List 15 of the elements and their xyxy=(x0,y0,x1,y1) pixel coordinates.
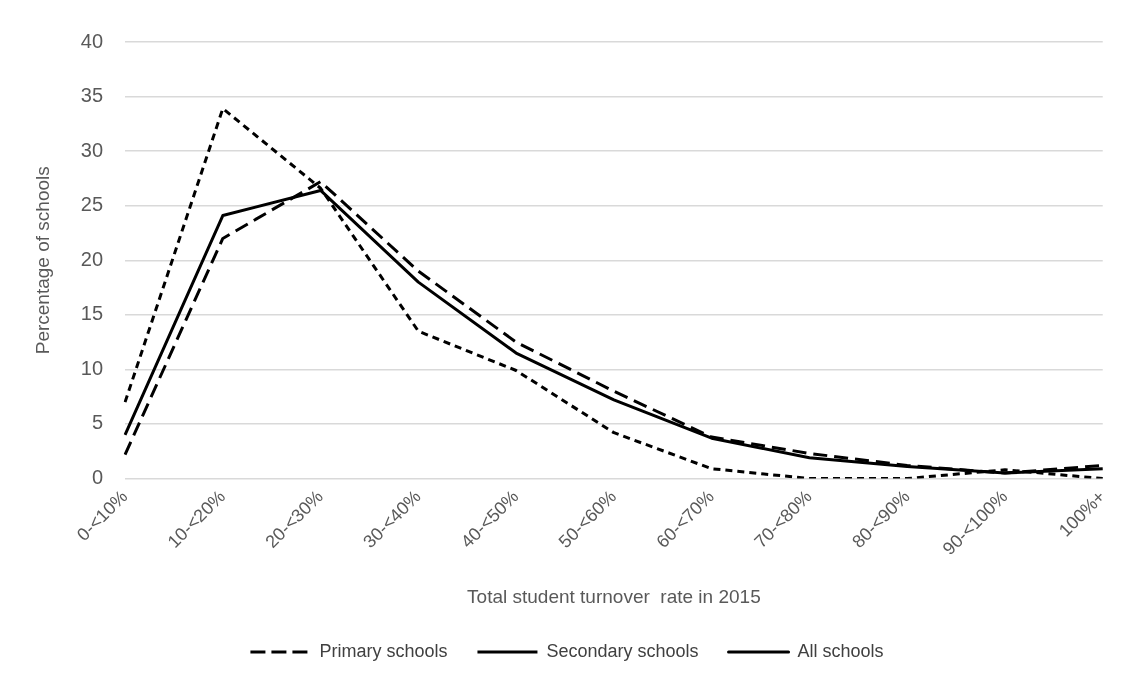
legend-label: Primary schools xyxy=(319,640,448,661)
y-tick-label: 35 xyxy=(80,84,104,107)
x-axis-title: Total student turnover rate in 2015 xyxy=(467,585,761,607)
legend-label: Secondary schools xyxy=(546,640,699,661)
y-tick-label: 5 xyxy=(91,411,104,434)
legend-label: All schools xyxy=(797,640,884,661)
y-axis-title: Percentage of schools xyxy=(31,166,53,355)
y-tick-label: 10 xyxy=(80,356,104,379)
y-tick-label: 30 xyxy=(80,138,104,161)
y-tick-label: 15 xyxy=(80,302,104,325)
y-tick-label: 25 xyxy=(80,193,104,216)
line-series xyxy=(123,107,1105,479)
y-tick-label: 0 xyxy=(91,466,104,489)
y-tick-label: 40 xyxy=(80,29,104,52)
y-tick-label: 20 xyxy=(80,247,104,270)
